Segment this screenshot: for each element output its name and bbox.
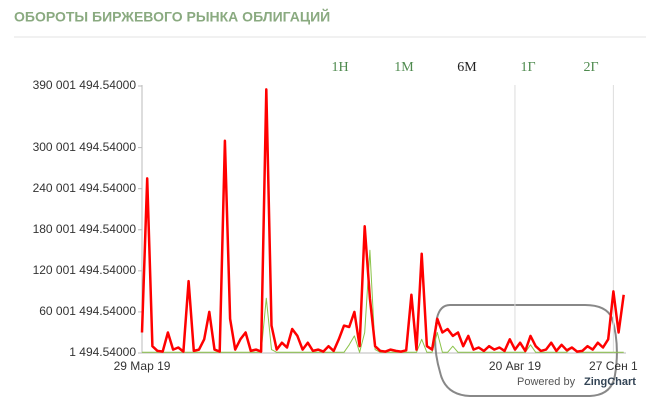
y-tick-label: 60 001 494.54000 bbox=[39, 304, 136, 318]
credit-prefix: Powered by bbox=[517, 376, 576, 388]
y-tick-label: 1 494.54000 bbox=[69, 345, 136, 359]
range-button[interactable]: 1М bbox=[394, 60, 414, 75]
y-tick-label: 240 001 494.54000 bbox=[33, 181, 137, 195]
range-button[interactable]: 6М bbox=[457, 60, 477, 75]
y-tick-label: 120 001 494.54000 bbox=[33, 263, 137, 277]
range-button[interactable]: 1Н bbox=[331, 60, 348, 75]
range-buttons: 1Н 1М 6М 1Г 2Г bbox=[331, 60, 598, 75]
series-line bbox=[142, 249, 624, 353]
range-button[interactable]: 2Г bbox=[583, 60, 598, 75]
x-tick-label: 20 Авг 19 bbox=[489, 359, 541, 373]
series-line bbox=[140, 88, 625, 353]
y-tick-label: 180 001 494.54000 bbox=[33, 222, 137, 236]
chart-title: ОБОРОТЫ БИРЖЕВОГО РЫНКА ОБЛИГАЦИЙ bbox=[14, 8, 330, 25]
x-tick-label: 29 Мар 19 bbox=[114, 359, 171, 373]
y-tick-label: 390 001 494.54000 bbox=[33, 78, 137, 92]
credit-brand: ZingChart bbox=[584, 376, 636, 388]
x-tick-label: 27 Сен 1 bbox=[589, 359, 638, 373]
range-button[interactable]: 1Г bbox=[520, 60, 535, 75]
y-tick-label: 300 001 494.54000 bbox=[33, 140, 137, 154]
